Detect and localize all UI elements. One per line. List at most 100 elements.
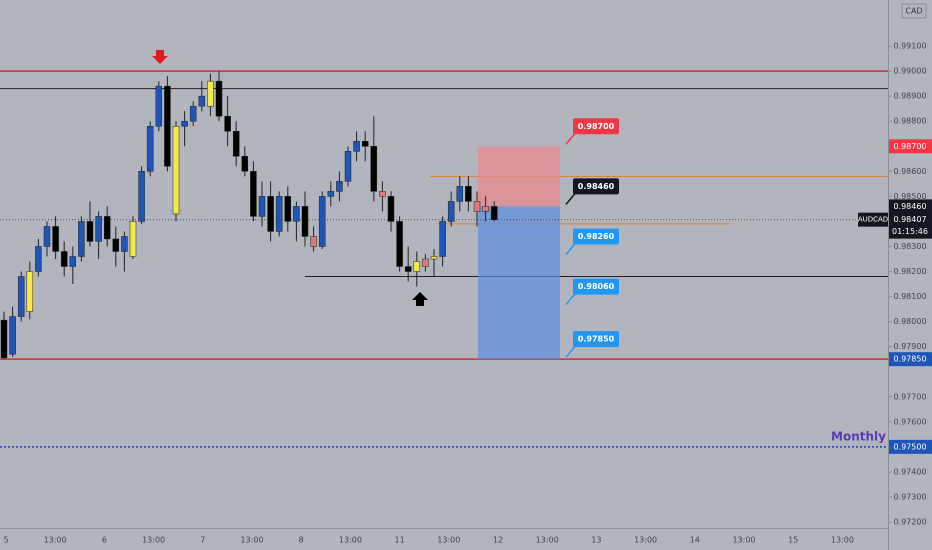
y-tick-label: 0.98300 [893,242,926,251]
callout-pointer [565,131,577,145]
candle-body [146,125,154,172]
candle-body [465,186,472,202]
callout-pointer [565,242,577,255]
candle-body [224,115,231,132]
callout-label: 0.98460 [578,182,615,191]
y-tick-label: 0.98500 [893,192,926,201]
candle-body [52,226,59,252]
price-badge-label: 0.98460 [893,202,926,211]
y-tick-label: 0.99000 [893,67,926,76]
candle-body [181,120,188,127]
x-tick-label: 6 [102,536,107,545]
y-tick-label: 0.98200 [893,267,926,276]
up-arrow [412,292,428,306]
candle-body [447,201,455,222]
candle-body [138,171,145,222]
candle-body [69,256,77,267]
candle-body [370,146,378,192]
callout-label: 0.98700 [578,122,615,131]
callout-box [573,228,619,245]
candle-body [439,221,446,257]
y-tick-label: 0.98600 [893,167,926,176]
x-tick-label: 5 [3,536,8,545]
y-tick-label: 0.97300 [893,492,926,501]
candle-body [396,221,403,267]
callout-box [573,118,619,135]
x-tick-label: 13:00 [240,536,263,545]
stop-zone [478,146,560,207]
candle-body [207,80,214,107]
candle-body [232,130,240,157]
y-tick-label: 0.99100 [893,42,926,51]
candle-body [189,105,197,122]
x-tick-label: 7 [200,536,205,545]
price-badge [889,199,932,214]
down-arrow [152,50,168,64]
x-tick-label: 13:00 [634,536,657,545]
candle-body [198,95,206,107]
y-tick-label: 0.98900 [893,92,926,101]
y-tick-label: 0.97400 [893,467,926,476]
candle-body [86,221,94,242]
candle-body [422,258,429,267]
last-price-badge [889,212,932,239]
candle-body [318,196,326,247]
callout-pointer [565,191,577,205]
candle-body [275,196,283,232]
candle-body [35,246,42,272]
price-badge [889,139,932,154]
candle-body [121,236,128,252]
callout-label: 0.98260 [578,232,615,241]
candle-body [353,141,360,152]
candle-body [26,271,34,312]
price-badge [889,352,932,367]
candle-body [301,206,309,237]
candle-body [327,191,335,197]
callout-box [573,178,619,195]
x-tick-label: 13:00 [142,536,165,545]
x-tick-label: 14 [690,536,700,545]
candle-body [241,156,249,172]
y-tick-label: 0.97900 [893,342,926,351]
candle-body [60,251,68,267]
callout-pointer [565,292,577,306]
symbol-badge [858,212,888,227]
candle-body [43,226,51,247]
candle-body [258,196,266,217]
candle-body [361,141,369,147]
currency: CAD [905,7,922,16]
monthly-badge-label: 0.97500 [893,442,926,451]
monthly-badge [889,439,932,454]
candle-body [164,85,171,167]
candle-body [129,221,137,257]
candle-body [482,206,489,212]
y-tick-label: 0.98100 [893,292,926,301]
candle-body [404,266,412,272]
candle-body [250,171,257,217]
symbol-label: AUDCAD [858,216,888,224]
candle-body [78,221,85,257]
candle-body [172,125,180,215]
candle-body [284,196,292,222]
target-zone [478,206,560,360]
x-tick-label: 13 [591,536,601,545]
x-tick-label: 11 [395,536,405,545]
price-badge-label: 0.97850 [893,355,926,364]
candle-body [379,191,386,197]
callout-pointer [565,344,577,358]
candle-body [0,319,8,359]
candle-body [112,238,120,252]
x-tick-label: 13:00 [44,536,67,545]
x-tick-label: 8 [299,536,304,545]
y-tick-label: 0.97700 [893,392,926,401]
y-tick-label: 0.97600 [893,417,926,426]
x-tick-label: 13:00 [339,536,362,545]
candle-body [267,196,274,232]
callout-box [573,331,619,348]
candle-body [490,206,498,220]
candle-body [336,181,343,192]
candle-body [456,186,464,202]
last-price-label: 0.98407 [893,215,926,224]
x-tick-label: 15 [788,536,798,545]
